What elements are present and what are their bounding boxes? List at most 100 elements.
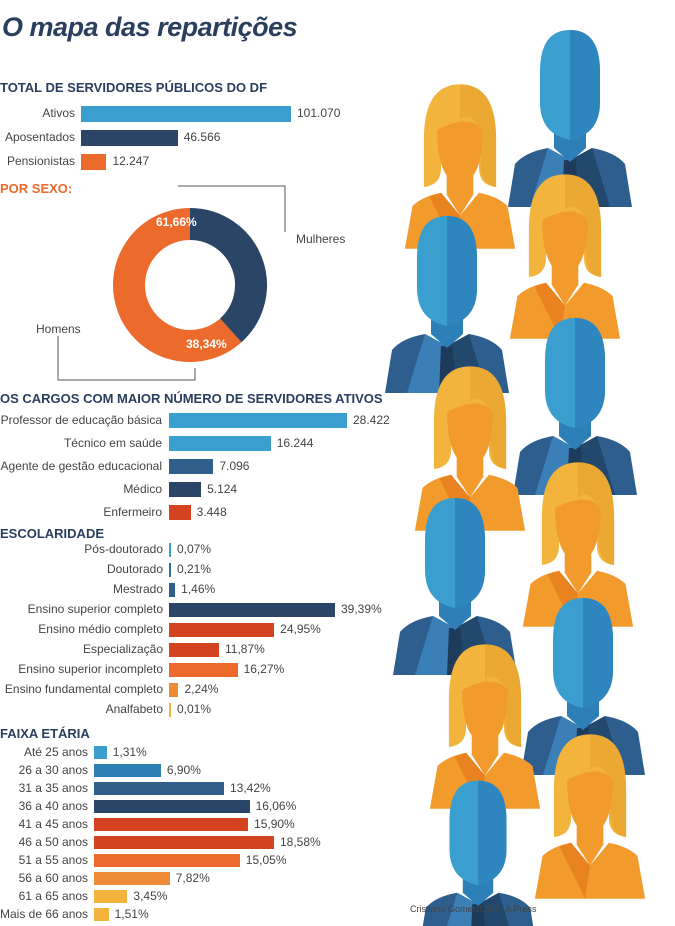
cargos-bar (169, 413, 347, 428)
mulheres-leader-line (178, 185, 286, 232)
homens-percent: 38,34% (186, 337, 227, 351)
escolaridade-value-label: 39,39% (341, 602, 382, 616)
cargos-category-label: Professor de educação básica (0, 412, 162, 427)
donut-slice-mulheres (113, 208, 242, 362)
total-heading: TOTAL DE SERVIDORES PÚBLICOS DO DF (0, 80, 268, 95)
cargos-bar (169, 459, 214, 474)
total-value-label: 101.070 (297, 106, 341, 120)
escolaridade-bar (169, 603, 335, 617)
escolaridade-value-label: 0,01% (177, 702, 212, 716)
total-category-label: Ativos (42, 106, 75, 120)
faixa-category-label: Até 25 anos (23, 744, 88, 759)
cargos-value-label: 7.096 (219, 458, 250, 473)
faixa-category-label: 31 a 35 anos (18, 780, 88, 795)
escolaridade-bar (169, 643, 220, 657)
faixa-category-label: 56 a 60 anos (18, 870, 88, 885)
faixa-heading: FAIXA ETÁRIA (0, 726, 90, 741)
faixa-category-label: 61 a 65 anos (18, 888, 88, 903)
cargos-value-label: 3.448 (196, 504, 227, 519)
escolaridade-bar (169, 623, 275, 637)
faixa-value-label: 3,45% (133, 888, 168, 903)
cargos-heading: OS CARGOS COM MAIOR NÚMERO DE SERVIDORES… (0, 391, 383, 406)
faixa-bar (94, 836, 274, 849)
escolaridade-category-label: Ensino médio completo (38, 622, 163, 636)
faixa-bar (94, 908, 109, 921)
escolaridade-bar (169, 703, 171, 717)
total-value-label: 12.247 (112, 154, 150, 168)
faixa-bar (94, 818, 249, 831)
faixa-value-label: 6,90% (166, 762, 201, 777)
faixa-value-label: 1,31% (112, 744, 147, 759)
cargos-bar (169, 482, 202, 497)
faixa-category-label: 36 a 40 anos (18, 798, 88, 813)
cargos-category-label: Médico (123, 481, 162, 496)
faixa-category-label: 46 a 50 anos (18, 834, 88, 849)
faixa-bar (94, 890, 128, 903)
cargos-value-label: 5.124 (207, 481, 238, 496)
escolaridade-heading: ESCOLARIDADE (0, 526, 105, 541)
faixa-category-label: 41 a 45 anos (18, 816, 88, 831)
faixa-bar (94, 746, 107, 759)
homens-leader-line (57, 336, 196, 381)
sexo-heading: POR SEXO: (0, 181, 73, 196)
total-category-label: Pensionistas (6, 154, 75, 168)
escolaridade-value-label: 11,87% (225, 642, 265, 656)
faixa-bar (94, 782, 224, 795)
faixa-category-label: 26 a 30 anos (18, 762, 88, 777)
total-bar (81, 106, 291, 122)
faixa-bar (94, 854, 240, 867)
total-category-label: Aposentados (4, 130, 75, 144)
faixa-value-label: 13,42% (230, 780, 271, 795)
escolaridade-category-label: Ensino fundamental completo (4, 682, 163, 696)
mulheres-percent: 61,66% (156, 215, 197, 229)
escolaridade-category-label: Ensino superior completo (27, 602, 163, 616)
escolaridade-bar (169, 563, 171, 577)
escolaridade-value-label: 16,27% (243, 662, 285, 676)
escolaridade-category-label: Doutorado (106, 562, 163, 576)
faixa-value-label: 15,90% (254, 816, 295, 831)
escolaridade-value-label: 2,24% (184, 682, 219, 696)
escolaridade-bar (169, 683, 179, 697)
total-bar (81, 154, 107, 170)
photo-credit: Cristiano Gomes/CB/D. A Press (410, 904, 537, 914)
escolaridade-category-label: Analfabeto (105, 702, 163, 716)
woman-figure-icon (404, 84, 516, 249)
homens-label: Homens (36, 322, 81, 336)
faixa-bar (94, 764, 161, 777)
escolaridade-value-label: 24,95% (280, 622, 321, 636)
faixa-bar (94, 872, 170, 885)
cargos-category-label: Técnico em saúde (63, 435, 162, 450)
faixa-value-label: 7,82% (175, 870, 210, 885)
cargos-bar (169, 505, 191, 520)
escolaridade-category-label: Ensino superior incompleto (18, 662, 163, 676)
mulheres-label: Mulheres (296, 232, 346, 246)
escolaridade-bar (169, 543, 171, 557)
page-title: O mapa das repartições (2, 12, 298, 42)
total-value-label: 46.566 (183, 130, 221, 144)
cargos-bar (169, 436, 271, 451)
cargos-category-label: Agente de gestão educacional (0, 458, 162, 473)
donut-slice-homens (189, 208, 267, 343)
faixa-bar (94, 800, 250, 813)
woman-figure-icon (534, 734, 646, 899)
escolaridade-category-label: Pós-doutorado (84, 542, 163, 556)
escolaridade-value-label: 1,46% (181, 582, 216, 596)
cargos-value-label: 28.422 (353, 412, 390, 427)
faixa-value-label: 16,06% (255, 798, 297, 813)
man-figure-icon (422, 780, 534, 926)
escolaridade-category-label: Mestrado (112, 582, 163, 596)
faixa-value-label: 18,58% (280, 834, 321, 849)
escolaridade-category-label: Especialização (82, 642, 163, 656)
cargos-value-label: 16.244 (276, 435, 314, 450)
escolaridade-bar (169, 583, 176, 597)
faixa-value-label: 1,51% (114, 906, 149, 921)
escolaridade-bar (169, 663, 238, 677)
escolaridade-value-label: 0,07% (177, 542, 212, 556)
cargos-category-label: Enfermeiro (103, 504, 162, 519)
faixa-category-label: 51 a 55 anos (18, 852, 88, 867)
escolaridade-value-label: 0,21% (177, 562, 212, 576)
faixa-category-label: Mais de 66 anos (0, 906, 89, 921)
faixa-value-label: 15,05% (245, 852, 287, 867)
